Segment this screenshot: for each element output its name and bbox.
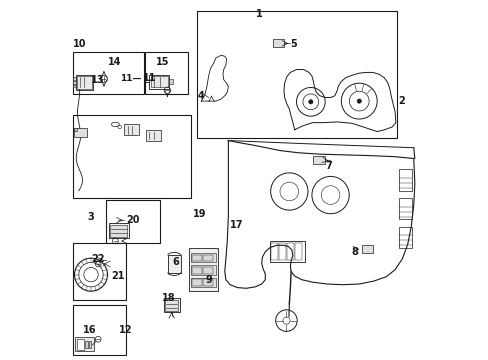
Text: 21: 21: [111, 271, 125, 281]
Bar: [294, 243, 301, 260]
Bar: [75, 337, 94, 351]
Bar: [110, 225, 126, 237]
Bar: [85, 341, 88, 348]
Circle shape: [311, 176, 348, 214]
Text: 1: 1: [255, 9, 262, 19]
Text: 8: 8: [351, 247, 358, 257]
Bar: [398, 226, 411, 248]
Bar: [398, 169, 411, 191]
Bar: [73, 243, 126, 300]
Bar: [109, 223, 128, 238]
Text: 13: 13: [91, 75, 105, 85]
Text: 17: 17: [229, 220, 243, 230]
Bar: [191, 278, 216, 287]
Text: 10: 10: [73, 39, 86, 49]
Text: 3: 3: [87, 212, 94, 221]
Bar: [163, 298, 179, 312]
Bar: [191, 253, 216, 262]
Bar: [124, 125, 139, 135]
Bar: [271, 243, 277, 260]
Text: 11: 11: [143, 73, 156, 83]
Bar: [77, 76, 92, 89]
Bar: [149, 75, 169, 89]
Bar: [145, 130, 161, 140]
Text: 19: 19: [193, 209, 206, 219]
Bar: [76, 75, 93, 90]
Bar: [74, 129, 77, 131]
Bar: [89, 341, 91, 348]
Text: 11—: 11—: [120, 74, 142, 83]
Text: 20: 20: [125, 215, 139, 225]
Text: 4: 4: [198, 91, 204, 101]
Text: 16: 16: [82, 325, 96, 335]
Text: 15: 15: [156, 57, 169, 67]
Bar: [269, 241, 305, 262]
Circle shape: [270, 173, 307, 210]
Bar: [167, 255, 180, 273]
Text: 18: 18: [162, 293, 176, 303]
Bar: [164, 300, 178, 311]
Bar: [191, 267, 202, 274]
Bar: [73, 116, 191, 198]
Circle shape: [296, 87, 325, 116]
Bar: [203, 255, 213, 261]
Bar: [73, 81, 76, 84]
Bar: [203, 267, 213, 274]
Bar: [150, 76, 167, 87]
Bar: [73, 85, 76, 87]
Bar: [188, 248, 218, 291]
Bar: [203, 279, 213, 286]
Bar: [197, 11, 396, 138]
Bar: [279, 243, 285, 260]
Bar: [73, 305, 126, 355]
Bar: [73, 51, 144, 94]
Text: 6: 6: [172, 257, 178, 267]
Bar: [286, 243, 293, 260]
Bar: [398, 198, 411, 220]
Bar: [191, 255, 202, 261]
Text: 7: 7: [325, 161, 332, 171]
Bar: [144, 51, 187, 94]
Bar: [191, 279, 202, 286]
Bar: [74, 129, 86, 137]
Text: 2: 2: [397, 96, 404, 106]
Bar: [273, 40, 284, 47]
Bar: [362, 245, 372, 253]
Circle shape: [308, 100, 312, 104]
Bar: [106, 200, 159, 243]
Bar: [191, 265, 216, 275]
Circle shape: [341, 83, 376, 119]
Text: 5: 5: [289, 40, 296, 49]
Bar: [73, 77, 76, 80]
Bar: [313, 156, 324, 164]
Circle shape: [356, 99, 361, 103]
Text: 14: 14: [108, 57, 121, 67]
Text: 12: 12: [119, 325, 133, 335]
Bar: [77, 338, 83, 350]
Text: 9: 9: [205, 275, 212, 285]
Bar: [169, 79, 172, 84]
Text: 22: 22: [91, 254, 105, 264]
